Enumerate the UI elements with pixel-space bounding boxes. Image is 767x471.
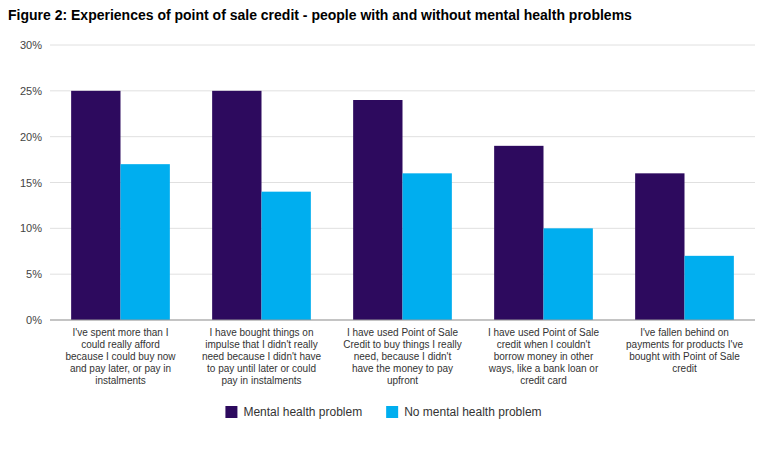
x-tick-label-line: I've spent more than I bbox=[73, 327, 169, 338]
bar bbox=[403, 173, 452, 320]
x-tick-label: I've fallen behind onpayments for produc… bbox=[626, 327, 743, 374]
bar bbox=[71, 91, 120, 320]
x-tick-label-line: payments for products I've bbox=[626, 339, 743, 350]
legend: Mental health problem No mental health pr… bbox=[225, 405, 541, 419]
x-tick-label-line: credit bbox=[672, 363, 697, 374]
grid-line bbox=[50, 45, 755, 46]
x-tick-label-line: impulse that I didn't really bbox=[205, 339, 318, 350]
bars bbox=[71, 91, 734, 320]
grid-line bbox=[50, 90, 755, 91]
x-tick-label-line: have the money to pay bbox=[352, 363, 453, 374]
x-tick-label-line: need because I didn't have bbox=[202, 351, 322, 362]
x-tick-label-line: I have bought things on bbox=[210, 327, 314, 338]
x-tick-label-line: need, because I didn't bbox=[354, 351, 452, 362]
bar bbox=[262, 192, 311, 320]
bar bbox=[212, 91, 261, 320]
x-tick-label-line: Credit to buy things I really bbox=[343, 339, 461, 350]
chart: Figure 2: Experiences of point of sale c… bbox=[0, 0, 767, 471]
x-tick-label-line: ways, like a bank loan or bbox=[488, 363, 599, 374]
x-tick-label-line: upfront bbox=[387, 375, 418, 386]
y-tick-label: 0% bbox=[26, 314, 42, 326]
x-tick-label: I've spent more than Icould really affor… bbox=[65, 327, 176, 386]
x-tick-label-line: instalments bbox=[95, 375, 146, 386]
bar bbox=[353, 100, 402, 320]
x-tick-label: I have used Point of Salecredit when I c… bbox=[488, 327, 600, 386]
y-tick-label: 20% bbox=[20, 131, 42, 143]
x-tick-label: I have bought things onimpulse that I di… bbox=[202, 327, 322, 386]
bar bbox=[635, 173, 684, 320]
bar bbox=[494, 146, 543, 320]
legend-label: No mental health problem bbox=[404, 405, 541, 419]
x-axis-line bbox=[50, 320, 755, 321]
x-tick-label-line: I have used Point of Sale bbox=[347, 327, 459, 338]
y-tick-label: 5% bbox=[26, 268, 42, 280]
y-tick-label: 10% bbox=[20, 222, 42, 234]
x-axis: I've spent more than Icould really affor… bbox=[65, 327, 743, 386]
x-tick-label-line: I have used Point of Sale bbox=[488, 327, 600, 338]
legend-label: Mental health problem bbox=[243, 405, 362, 419]
x-tick-label-line: credit when I couldn't bbox=[497, 339, 591, 350]
x-tick-label-line: could really afford bbox=[81, 339, 160, 350]
y-tick-label: 15% bbox=[20, 177, 42, 189]
x-tick-label-line: pay in instalments bbox=[221, 375, 301, 386]
x-tick-label-line: credit card bbox=[520, 375, 567, 386]
bar bbox=[544, 228, 593, 320]
x-tick-label-line: borrow money in other bbox=[494, 351, 594, 362]
bar bbox=[685, 256, 734, 320]
legend-swatch bbox=[386, 406, 398, 418]
x-tick-label: I have used Point of SaleCredit to buy t… bbox=[343, 327, 461, 386]
y-tick-label: 30% bbox=[20, 39, 42, 51]
y-tick-label: 25% bbox=[20, 85, 42, 97]
x-tick-label-line: to pay until later or could bbox=[207, 363, 316, 374]
x-tick-label-line: bought with Point of Sale bbox=[629, 351, 740, 362]
bar bbox=[121, 164, 170, 320]
y-axis: 0% 5% 10% 15% 20% 25% 30% bbox=[20, 39, 755, 326]
x-tick-label-line: I've fallen behind on bbox=[640, 327, 729, 338]
legend-swatch bbox=[225, 406, 237, 418]
grid-line bbox=[50, 320, 755, 321]
x-tick-label-line: and pay later, or pay in bbox=[70, 363, 171, 374]
title: Figure 2: Experiences of point of sale c… bbox=[8, 7, 632, 23]
x-tick-label-line: because I could buy now bbox=[65, 351, 176, 362]
